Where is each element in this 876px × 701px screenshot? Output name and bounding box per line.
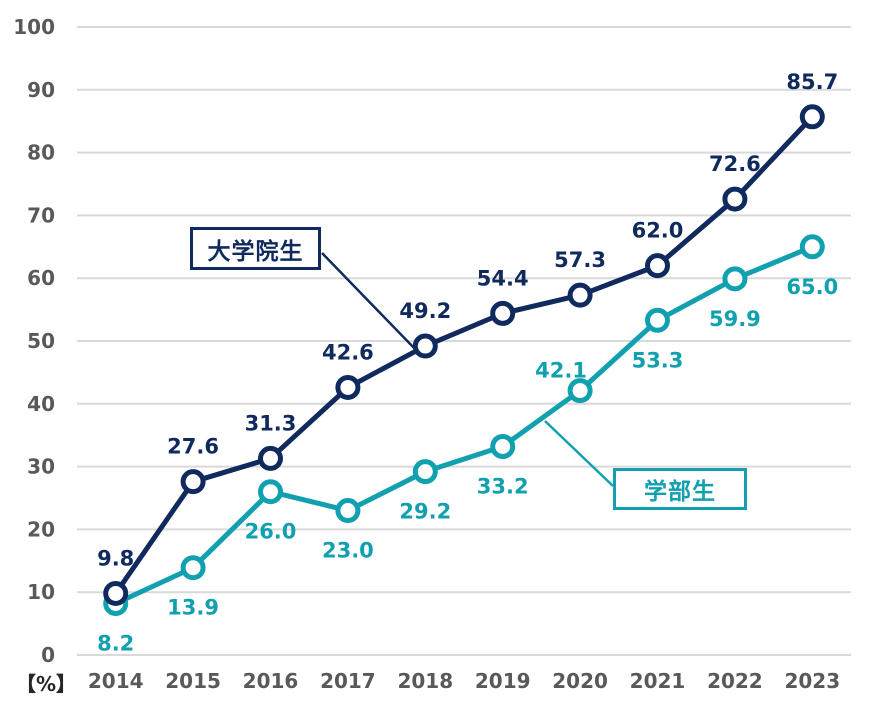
data-point-value-label: 54.4: [477, 266, 529, 290]
data-point-marker: [799, 234, 825, 260]
data-point-marker: [645, 307, 670, 333]
data-point-value-label: 85.7: [786, 70, 838, 94]
data-point-marker: [258, 445, 283, 471]
data-point-value-label: 26.0: [245, 520, 297, 544]
data-point-marker: [412, 333, 438, 359]
x-axis-tick-label: 2021: [630, 669, 686, 693]
series-label-graduate-text: 大学院生: [207, 238, 304, 265]
data-point-value-label: 57.3: [554, 248, 606, 272]
x-axis-tick-label: 2022: [707, 669, 763, 693]
data-point-value-label: 49.2: [399, 299, 451, 323]
data-point-marker: [335, 498, 361, 524]
data-point-marker: [799, 104, 825, 130]
x-axis-tick-label: 2020: [552, 669, 608, 693]
y-axis-tick-label: 30: [27, 455, 55, 479]
series-line: [113, 244, 815, 607]
y-axis-unit-label: 【%】: [16, 672, 77, 696]
data-point-value-label: 23.0: [322, 539, 374, 563]
data-point-value-label: 42.1: [535, 359, 587, 383]
x-axis-tick-label: 2014: [88, 669, 144, 693]
data-point-value-label: 33.2: [477, 475, 529, 499]
y-axis-tick-label: 100: [13, 15, 55, 39]
series-label-box-graduate: 大学院生: [190, 227, 321, 270]
y-axis-tick-label: 40: [27, 392, 55, 416]
data-point-marker: [567, 282, 593, 308]
data-point-value-label: 29.2: [399, 500, 451, 524]
annotation-leader-line: [544, 420, 614, 487]
y-axis-tick-label: 0: [41, 643, 55, 667]
data-point-value-label: 62.0: [632, 219, 684, 243]
data-point-marker: [567, 378, 593, 404]
y-axis-tick-label: 20: [27, 517, 55, 541]
x-axis-tick-label: 2015: [165, 669, 221, 693]
y-axis-tick-label: 90: [27, 78, 55, 102]
y-axis-tick-label: 70: [27, 203, 55, 227]
y-axis-tick-label: 10: [27, 580, 55, 604]
data-point-value-label: 42.6: [322, 340, 374, 364]
data-point-marker: [103, 580, 129, 606]
data-point-value-label: 13.9: [167, 596, 219, 620]
x-axis-tick-label: 2016: [243, 669, 299, 693]
data-point-marker: [722, 266, 748, 292]
series-line: [113, 114, 815, 596]
series-label-undergraduate-text: 学部生: [644, 479, 716, 505]
x-axis-tick-label: 2017: [320, 669, 376, 693]
data-point-value-label: 65.0: [786, 275, 838, 299]
data-point-marker: [180, 469, 206, 495]
data-point-value-label: 31.3: [245, 411, 297, 435]
data-point-value-label: 27.6: [167, 435, 219, 459]
data-point-value-label: 59.9: [709, 307, 761, 331]
series-label-box-undergraduate: 学部生: [613, 468, 747, 510]
y-axis-tick-label: 80: [27, 141, 55, 165]
data-point-value-label: 53.3: [632, 348, 684, 372]
data-point-value-label: 9.8: [97, 546, 134, 570]
data-point-marker: [722, 186, 748, 212]
y-axis-tick-label: 50: [27, 329, 55, 353]
data-point-marker: [180, 555, 206, 581]
data-point-marker: [645, 253, 670, 279]
data-point-marker: [412, 459, 438, 485]
data-point-value-label: 72.6: [709, 152, 761, 176]
y-axis-tick-label: 60: [27, 266, 55, 290]
data-point-value-label: 8.2: [97, 632, 134, 656]
data-point-marker: [490, 434, 516, 460]
x-axis-tick-label: 2019: [475, 669, 531, 693]
x-axis-tick-label: 2018: [397, 669, 453, 693]
data-point-marker: [335, 374, 361, 400]
data-point-marker: [490, 300, 516, 326]
annotation-leader-line: [321, 252, 417, 351]
data-point-marker: [258, 479, 283, 505]
x-axis-tick-label: 2023: [784, 669, 840, 693]
